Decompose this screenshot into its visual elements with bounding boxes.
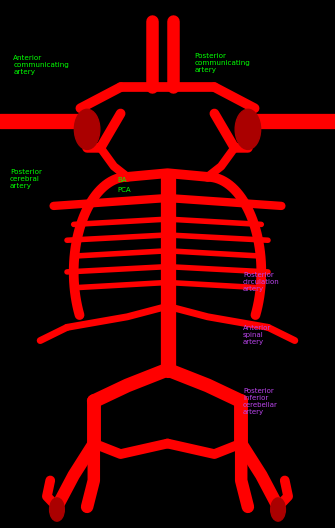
Circle shape — [50, 498, 64, 521]
Text: PCA: PCA — [117, 187, 131, 193]
Text: BA: BA — [117, 177, 127, 183]
Text: Posterior
communicating
artery: Posterior communicating artery — [194, 53, 250, 73]
Circle shape — [74, 109, 100, 149]
Circle shape — [271, 498, 285, 521]
Text: Anterior
spinal
artery: Anterior spinal artery — [243, 325, 271, 345]
Text: Anterior
communicating
artery: Anterior communicating artery — [13, 55, 69, 76]
Text: Posterior
cerebral
artery: Posterior cerebral artery — [10, 169, 42, 189]
Circle shape — [235, 109, 261, 149]
Text: Posterior
inferior
cerebellar
artery: Posterior inferior cerebellar artery — [243, 388, 278, 415]
Text: Posterior
circulation
artery: Posterior circulation artery — [243, 272, 280, 292]
